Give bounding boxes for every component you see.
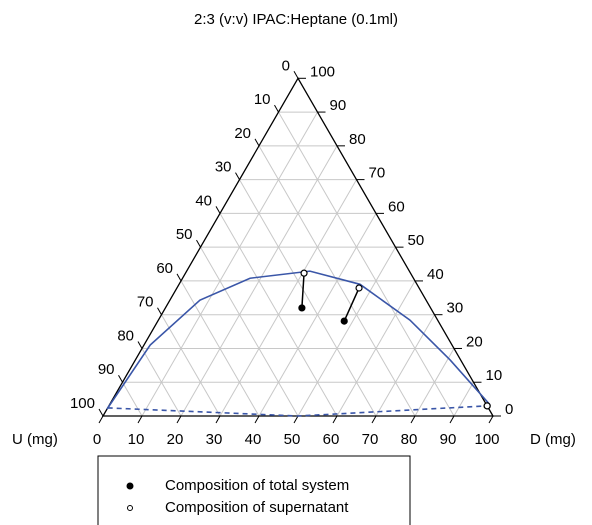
grid-line: [278, 111, 455, 417]
bottom-tick-label: 100: [474, 431, 499, 448]
tick-mark: [488, 415, 494, 424]
left-tick-label: 80: [117, 327, 134, 344]
bottom-tick-label: 20: [167, 431, 184, 448]
legend-box: [97, 455, 411, 525]
tick-mark: [215, 206, 221, 214]
tick-mark: [137, 415, 143, 424]
tick-mark: [137, 341, 143, 349]
binodal-curve: [106, 270, 491, 410]
right-tick-label: 70: [369, 165, 386, 182]
grid-line: [453, 381, 474, 417]
bottom-tick-label: 0: [93, 431, 101, 448]
tick-mark: [98, 415, 104, 424]
grid-line: [258, 145, 416, 417]
left-axis-label: U (mg): [12, 431, 58, 448]
tick-mark: [254, 138, 260, 147]
data-point: [298, 304, 306, 312]
legend-label: Composition of supernatant: [165, 499, 349, 516]
tick-mark: [254, 415, 260, 424]
grid-line: [122, 381, 143, 417]
grid-line: [141, 111, 318, 417]
tie-line: [343, 287, 360, 322]
tick-mark: [410, 415, 416, 424]
tick-mark: [176, 273, 182, 282]
bottom-tick-label: 80: [401, 431, 418, 448]
grid-line: [161, 314, 221, 417]
tick-mark: [274, 104, 279, 113]
bottom-tick-label: 10: [128, 431, 145, 448]
bottom-tick-label: 30: [206, 431, 223, 448]
left-tick-label: 70: [137, 294, 154, 311]
left-tick-label: 30: [215, 159, 232, 176]
grid-line: [219, 213, 338, 417]
grid-line: [200, 246, 299, 417]
left-tick-label: 50: [176, 226, 193, 243]
legend-marker: [126, 482, 134, 490]
tick-mark: [98, 408, 104, 417]
right-tick-label: 30: [447, 300, 464, 317]
tick-mark: [157, 307, 162, 315]
left-tick-label: 40: [195, 192, 212, 209]
legend-label: Composition of total system: [165, 477, 349, 494]
grid-line: [297, 246, 396, 417]
binodal-curve: [107, 405, 488, 417]
tick-mark: [215, 415, 221, 424]
tick-mark: [449, 415, 455, 424]
bottom-tick-label: 90: [440, 431, 457, 448]
left-tick-label: 20: [234, 125, 251, 142]
right-tick-label: 0: [505, 401, 513, 418]
left-tick-label: 100: [70, 395, 95, 412]
data-point: [300, 269, 308, 277]
tick-mark: [293, 415, 299, 424]
tick-mark: [235, 172, 240, 180]
grid-line: [239, 179, 377, 417]
tick-mark: [176, 415, 182, 424]
data-point: [483, 402, 491, 410]
chart-title: 2:3 (v:v) IPAC:Heptane (0.1ml): [194, 11, 398, 28]
right-tick-label: 60: [388, 198, 405, 215]
left-tick-label: 60: [156, 260, 173, 277]
right-tick-label: 20: [466, 333, 483, 350]
grid-line: [375, 314, 435, 417]
grid-line: [180, 280, 260, 417]
tick-mark: [332, 415, 338, 424]
bottom-tick-label: 70: [362, 431, 379, 448]
data-point: [355, 284, 363, 292]
tick-mark: [196, 239, 201, 248]
right-tick-label: 40: [427, 266, 444, 283]
left-tick-label: 10: [254, 91, 271, 108]
right-tick-label: 90: [330, 97, 347, 114]
tick-mark: [371, 415, 377, 424]
legend-marker: [127, 505, 133, 511]
right-tick-label: 100: [310, 63, 335, 80]
right-tick-label: 50: [408, 232, 425, 249]
bottom-tick-label: 50: [284, 431, 301, 448]
data-point: [340, 317, 348, 325]
grid-line: [141, 348, 182, 417]
tie-line: [301, 273, 305, 308]
bottom-tick-label: 40: [245, 431, 262, 448]
tick-mark: [293, 71, 299, 79]
bottom-tick-label: 60: [323, 431, 340, 448]
tick-mark: [118, 374, 123, 383]
right-tick-label: 10: [486, 367, 503, 384]
grid-line: [219, 179, 357, 417]
left-tick-label: 0: [282, 57, 290, 74]
left-tick-label: 90: [98, 361, 115, 378]
right-tick-label: 80: [349, 131, 366, 148]
right-axis-label: D (mg): [530, 431, 576, 448]
